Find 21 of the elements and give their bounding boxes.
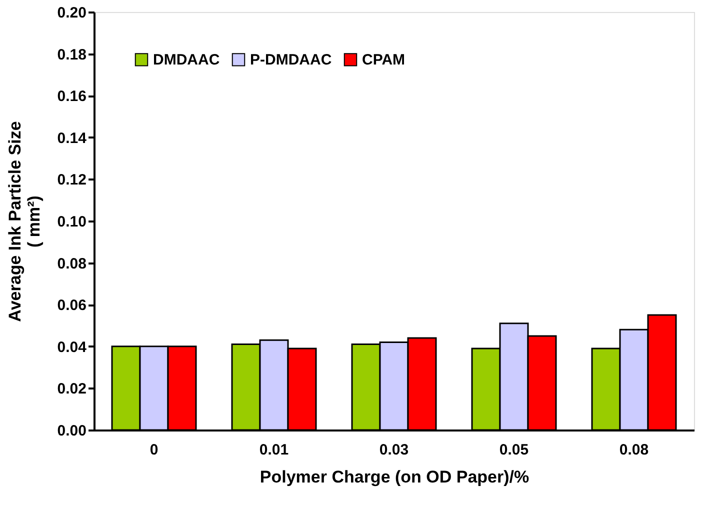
y-tick-label: 0.04 bbox=[57, 338, 88, 356]
y-tick-label: 0.02 bbox=[57, 380, 86, 398]
y-tick-label: 0.18 bbox=[57, 46, 86, 64]
x-tick-label: 0.08 bbox=[619, 442, 649, 458]
y-tick-label: 0.06 bbox=[57, 297, 86, 314]
y-axis-title: Average Ink Particle Size ( mm²) bbox=[5, 121, 44, 322]
y-tick-label: 0.20 bbox=[57, 4, 86, 22]
y-tick-label: 0.12 bbox=[57, 172, 86, 189]
y-tick-label: 0.10 bbox=[57, 214, 86, 230]
y-tick-label: 0.16 bbox=[57, 88, 86, 106]
legend-label: CPAM bbox=[362, 52, 406, 69]
y-tick-label: 0.00 bbox=[57, 422, 86, 440]
x-tick-label: 0.03 bbox=[379, 442, 409, 458]
legend-label: DMDAAC bbox=[153, 52, 220, 69]
legend-label: P-DMDAAC bbox=[250, 52, 332, 69]
y-tick-label: 0.08 bbox=[57, 255, 86, 272]
x-tick-label: 0.05 bbox=[499, 442, 529, 458]
x-tick-label: 0 bbox=[150, 442, 158, 458]
x-tick-label: 0.01 bbox=[259, 442, 289, 458]
x-axis-title: Polymer Charge (on OD Paper)/% bbox=[260, 468, 530, 486]
y-tick-label: 0.14 bbox=[57, 130, 88, 147]
